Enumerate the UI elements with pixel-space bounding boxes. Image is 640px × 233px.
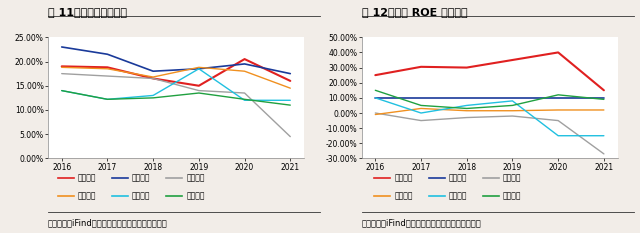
Text: 资料来源：iFind，兴业证券经济与金融研究院整理: 资料来源：iFind，兴业证券经济与金融研究院整理 [362,218,481,227]
Text: 雄韬股份: 雄韬股份 [449,191,467,200]
Text: 天能股份: 天能股份 [77,174,96,183]
Text: 图 11、毛利率同业对比: 图 11、毛利率同业对比 [48,7,127,17]
Text: 超威动力: 超威动力 [503,191,522,200]
Text: 资料来源：iFind，兴业证券经济与金融研究院整理: 资料来源：iFind，兴业证券经济与金融研究院整理 [48,218,168,227]
Text: 雄韬股份: 雄韬股份 [132,191,150,200]
Text: 骆驼股份: 骆驼股份 [132,174,150,183]
Text: 南都电源: 南都电源 [503,174,522,183]
Text: 超威动力: 超威动力 [186,191,205,200]
Text: 圣阳股份: 圣阳股份 [394,191,413,200]
Text: 南都电源: 南都电源 [186,174,205,183]
Text: 骆驼股份: 骆驼股份 [449,174,467,183]
Text: 圣阳股份: 圣阳股份 [77,191,96,200]
Text: 天能股份: 天能股份 [394,174,413,183]
Text: 图 12、公司 ROE 行业领先: 图 12、公司 ROE 行业领先 [362,7,467,17]
